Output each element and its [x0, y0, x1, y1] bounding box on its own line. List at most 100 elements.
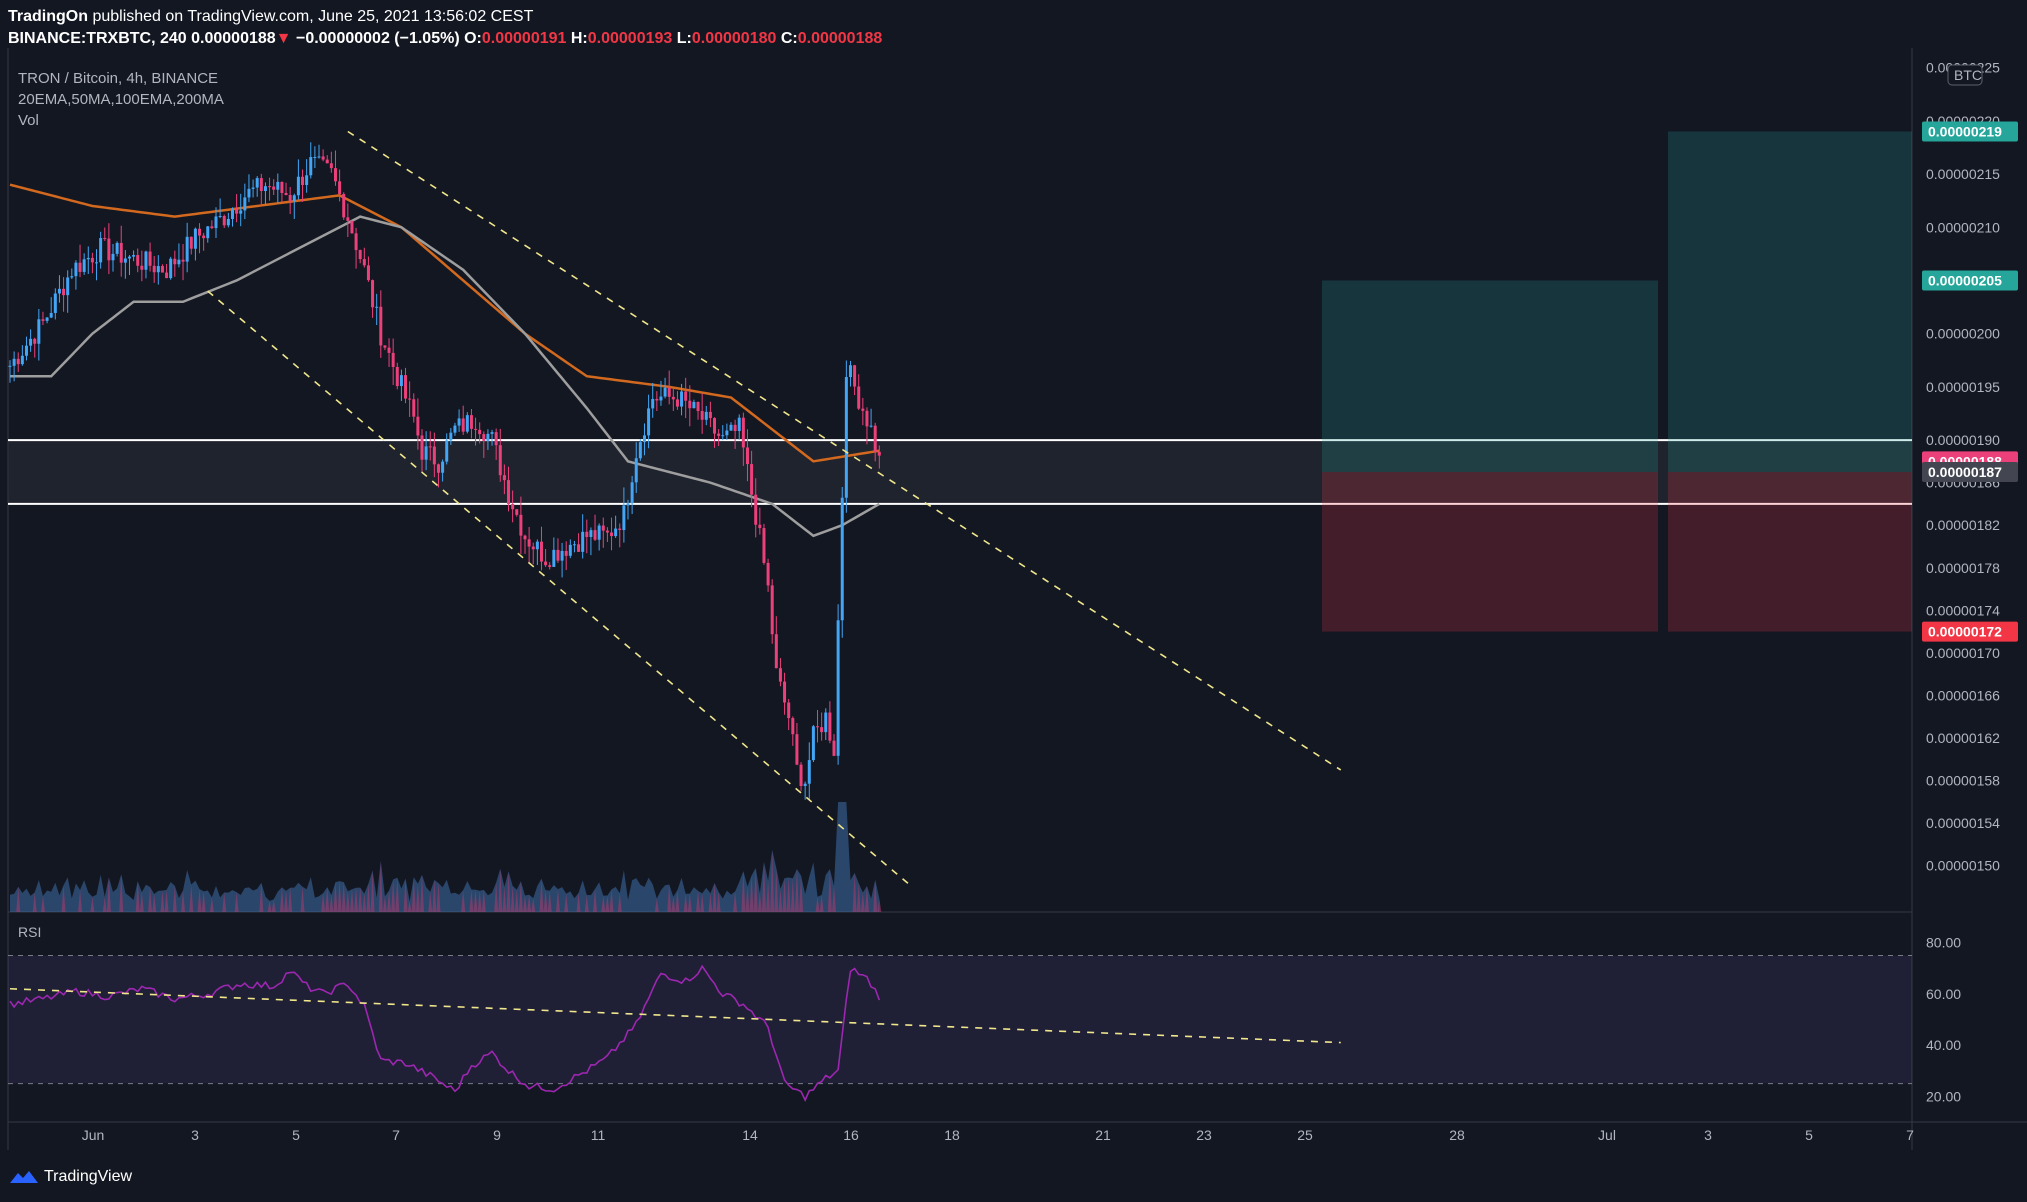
candle [366, 256, 370, 282]
candle [531, 542, 535, 565]
candle [498, 428, 502, 482]
candle [177, 243, 181, 268]
candle-body [24, 345, 28, 356]
candle-body [836, 620, 840, 756]
candle [581, 514, 585, 559]
volume-fill [10, 802, 880, 912]
rsi-tick-label: 60.00 [1926, 986, 1961, 1002]
candle [836, 604, 840, 765]
rsi-tick-label: 20.00 [1926, 1088, 1961, 1104]
candle [659, 380, 663, 406]
candle-body [647, 408, 651, 436]
candle [585, 519, 589, 554]
candle-body [317, 156, 321, 158]
candle-body [618, 528, 622, 531]
candle [317, 144, 321, 159]
candle-body [371, 280, 375, 308]
candle [181, 244, 185, 281]
candle [469, 409, 473, 439]
candle-body [651, 398, 655, 409]
candle-body [556, 549, 560, 561]
candle [601, 517, 605, 548]
high-label: H: [570, 30, 588, 47]
symbol-label: BINANCE:TRXBTC, 240 [8, 30, 187, 47]
candle-body [288, 195, 292, 201]
candle [820, 712, 824, 741]
close-value: 0.00000188 [797, 30, 883, 47]
candle [383, 345, 387, 351]
candle [449, 428, 453, 445]
candle [692, 399, 696, 409]
candle-body [502, 475, 506, 481]
candle-body [717, 433, 721, 436]
candle-body [441, 461, 445, 473]
price-tag-label: 0.00000205 [1928, 272, 2002, 288]
candle [292, 193, 296, 219]
candle [338, 169, 342, 202]
candle-body [655, 398, 659, 401]
price-tick-label: 0.00000158 [1926, 773, 2000, 789]
candle-body [99, 238, 103, 263]
tradingview-brand[interactable]: TradingView [10, 1168, 132, 1186]
candle-body [535, 541, 539, 550]
candle [527, 526, 531, 564]
price-tag-label: 0.00000187 [1928, 464, 2002, 480]
candle [66, 270, 70, 313]
candle-body [280, 181, 284, 193]
candle-body [49, 312, 53, 318]
price-tick-label: 0.00000170 [1926, 645, 2000, 661]
candle [259, 173, 263, 206]
candle-body [762, 528, 766, 563]
candle-body [642, 435, 646, 443]
time-tick-label: 5 [1805, 1127, 1813, 1143]
candle-body [284, 192, 288, 196]
rsi-pane: RSI 80.00 60.00 40.00 20.00 [8, 924, 1961, 1104]
candle [144, 250, 148, 279]
candle-body [78, 262, 82, 272]
candle [535, 539, 539, 565]
time-tick-label: 14 [742, 1127, 758, 1143]
candle [107, 223, 111, 275]
candle-body [82, 259, 86, 272]
candle [745, 429, 749, 482]
stop-zone-1 [1322, 472, 1658, 632]
candle-body [16, 358, 20, 365]
candle [379, 290, 383, 358]
candle [395, 362, 399, 390]
price-tag: 0.00000219 [1922, 121, 2018, 142]
candle-body [688, 400, 692, 409]
candle-body [713, 418, 717, 434]
candle-body [251, 187, 255, 189]
candle-body [362, 259, 366, 266]
published-text: published on TradingView.com, June 25, 2… [92, 8, 534, 25]
candle [86, 246, 90, 274]
candle-body [243, 197, 247, 211]
candle [568, 539, 572, 559]
candle-body [667, 387, 671, 397]
candle-body [692, 401, 696, 409]
candle [82, 253, 86, 275]
candle [548, 562, 552, 570]
candle [696, 401, 700, 420]
candle [828, 701, 832, 744]
candle-body [33, 338, 37, 344]
candle [239, 193, 243, 227]
candle-body [630, 482, 634, 504]
candle [774, 616, 778, 669]
candle [193, 227, 197, 261]
candle-body [193, 228, 197, 249]
publish-line: TradingOn published on TradingView.com, … [8, 6, 882, 28]
candle-body [783, 681, 787, 703]
price-tick-label: 0.00000190 [1926, 432, 2000, 448]
candle [853, 364, 857, 396]
trendline-1 [347, 130, 1342, 771]
candle [226, 212, 230, 228]
candle-body [111, 253, 115, 261]
candle-body [309, 157, 313, 176]
candle-body [490, 432, 494, 434]
candle-body [399, 375, 403, 387]
candle [461, 405, 465, 435]
candle-body [20, 355, 24, 365]
candle-body [737, 417, 741, 432]
